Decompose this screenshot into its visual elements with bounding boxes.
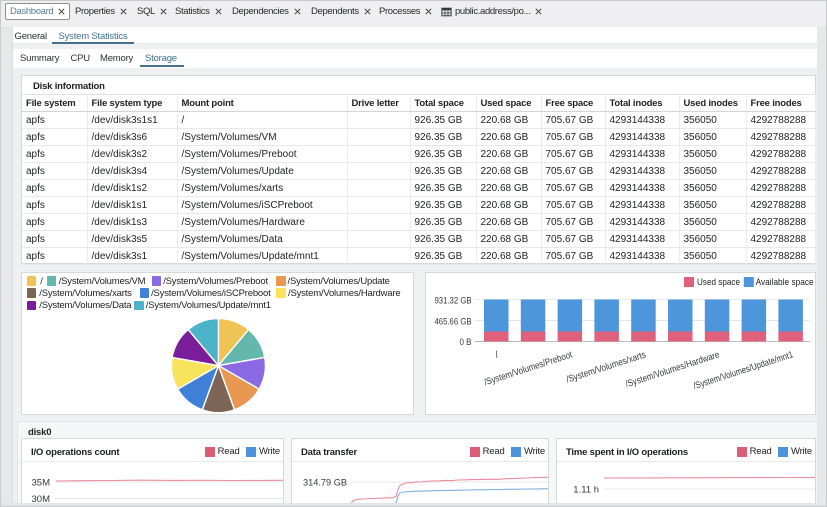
svg-text:30M: 30M <box>32 494 51 504</box>
svg-text:465.66 GB: 465.66 GB <box>435 316 472 327</box>
svg-text:Available space: Available space <box>756 277 814 288</box>
svg-text:314.79 GB: 314.79 GB <box>303 478 347 489</box>
svg-text:/: / <box>494 349 500 360</box>
svg-text:0 B: 0 B <box>460 337 472 348</box>
svg-text:1.11 h: 1.11 h <box>573 485 599 496</box>
svg-text:Used space: Used space <box>697 277 740 288</box>
svg-text:931.32 GB: 931.32 GB <box>435 296 472 307</box>
svg-text:35M: 35M <box>32 478 51 489</box>
